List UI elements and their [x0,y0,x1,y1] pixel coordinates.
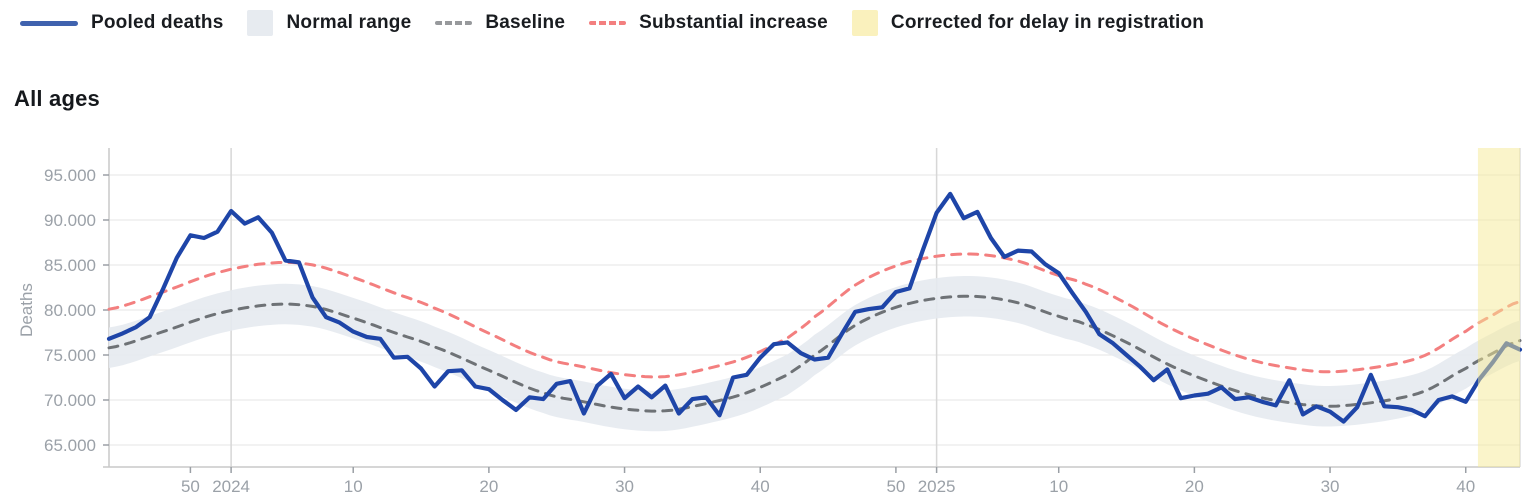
normal-range-band [109,276,1520,432]
substantial-increase-line [107,252,1522,379]
x-axis-tick-label: 50 [886,477,905,496]
page-title: All ages [14,86,100,111]
y-axis-tick-label: 75.000 [44,346,96,365]
x-axis-tick-label: 10 [344,477,363,496]
legend-item-baseline: Baseline [435,12,565,34]
box-swatch-icon [247,10,274,36]
legend-item-corrected-for-delay-in-registration: Corrected for delay in registration [851,10,1205,36]
legend-label: Substantial increase [639,12,828,33]
pooled-deaths-line [106,191,1523,424]
x-axis-tick-label: 20 [479,477,498,496]
x-axis-tick-label: 20 [1185,477,1204,496]
legend-item-normal-range: Normal range [247,10,411,36]
x-axis-tick-label: 50 [181,477,200,496]
x-axis-tick-label: 40 [1456,477,1475,496]
y-axis-tick-label: 70.000 [44,391,96,410]
x-axis-tick-label: 30 [1321,477,1340,496]
chart-legend: Pooled deaths Normal range Baseline Substan… [20,10,1204,36]
correction-zone [1477,148,1520,467]
y-axis-tick-label: 85.000 [44,256,96,275]
x-axis-tick-label: 40 [751,477,770,496]
dashed-line-swatch-icon [435,21,473,25]
legend-label: Pooled deaths [91,12,224,33]
line-swatch-icon [20,20,78,26]
dashed-line-swatch-icon [589,21,627,25]
legend-label: Corrected for delay in registration [890,12,1205,33]
x-axis-tick-label: 2024 [212,477,250,496]
box-swatch-icon [851,10,878,36]
y-axis-tick-label: 80.000 [44,301,96,320]
legend-label: Normal range [286,12,412,33]
plot-area[interactable] [109,148,1520,467]
y-axis-title: Deaths [17,283,36,337]
x-axis-tick-label: 30 [615,477,634,496]
x-axis-tick-label: 10 [1049,477,1068,496]
x-axis-tick-label: 2025 [918,477,956,496]
y-axis-tick-label: 90.000 [44,211,96,230]
y-axis-tick-label: 65.000 [44,436,96,455]
baseline-line [107,294,1522,413]
legend-item-pooled-deaths: Pooled deaths [20,12,223,34]
legend-item-substantial-increase: Substantial increase [589,12,828,34]
y-axis-tick-label: 95.000 [44,166,96,185]
legend-label: Baseline [485,12,566,33]
